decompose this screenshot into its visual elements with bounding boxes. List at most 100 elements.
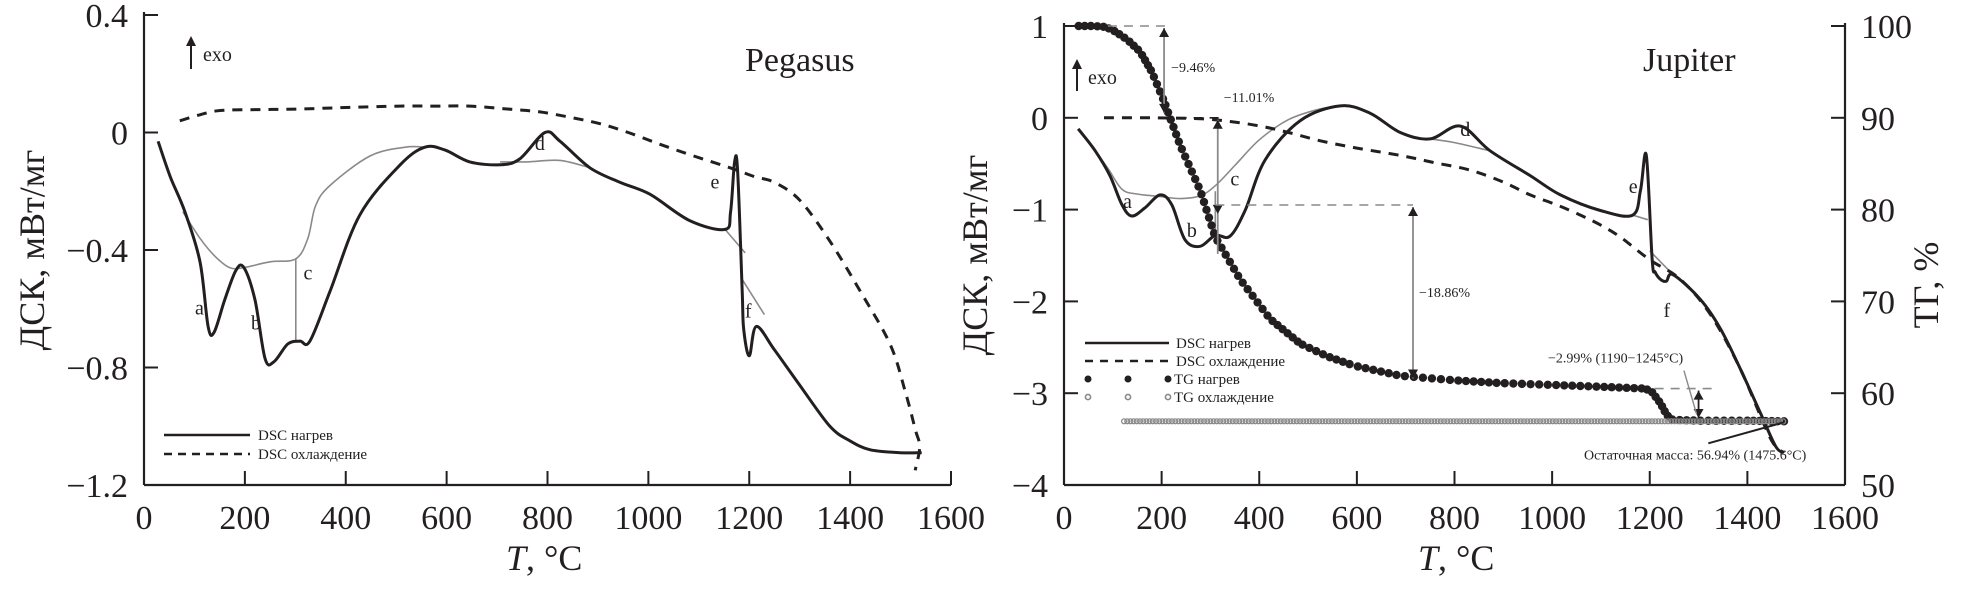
mass-loss-label-2-99: −2.99% (1190−1245°C) [1548,352,1684,367]
mass-loss-label-18-86: −18.86% [1419,286,1470,301]
pegasus-x-tick-label: 0 [136,500,153,537]
tg-cooling-point [1460,418,1467,425]
jupiter-peak-label-e: e [1629,176,1638,198]
arrowhead-up-icon [1212,119,1223,129]
tg-heating-point [1086,21,1096,31]
tg-cooling-point [1453,418,1460,425]
tg-heating-point [1477,377,1486,387]
tg-heating-point [1622,383,1631,393]
tg-cooling-point [1533,418,1540,425]
tg-cooling-point [1130,418,1137,425]
tg-cooling-point [1191,418,1198,425]
jupiter-y-tick-label: −3 [1012,376,1048,413]
jupiter-y2-tick-label: 70 [1861,284,1895,321]
tg-heating-point [1400,371,1410,381]
tg-cooling-point [1661,418,1668,425]
tg-cooling-point [1197,418,1204,425]
tg-cooling-point [1434,418,1441,425]
tg-cooling-point [1703,418,1710,425]
pegasus-panel-title: Pegasus [745,42,855,79]
jupiter-legend: DSC нагрев DSC охлаждение TG нагрев TG о… [1084,336,1285,406]
tg-cooling-point [1482,418,1489,425]
tg-heating-point [1484,378,1494,387]
pegasus-peak-label-e: e [711,171,720,193]
tg-cooling-point [1204,418,1211,425]
tg-cooling-point [1178,418,1185,425]
tg-heating-point [1204,213,1214,222]
tg-heating-point [1492,378,1501,388]
tg-cooling-point [1517,418,1524,425]
tg-heating-point [1190,174,1200,184]
tg-cooling-point [1136,418,1144,425]
tg-heating-point [1526,379,1535,389]
pegasus-x-tick-label: 600 [421,500,472,537]
tg-heating-point [1376,367,1386,376]
tg-cooling-point [1447,418,1454,425]
tg-cooling-point [1418,418,1425,425]
tg-heating-point [1599,382,1609,392]
tg-cooling-point [1588,418,1595,425]
tg-cooling-point [1706,418,1713,425]
tg-heating-point [1445,375,1455,385]
tg-cooling-point [1200,418,1208,425]
tg-cooling-point [1530,418,1537,425]
tg-heating-point [1221,250,1230,259]
jupiter-series-dsc-охлаждение [1103,116,1786,455]
tg-heating-point [1311,346,1321,356]
tg-cooling-point [1415,418,1422,425]
jupiter-y2-axis-title: ТГ, % [1906,242,1946,329]
jupiter-x-tick-label: 200 [1136,500,1187,537]
tg-cooling-point [1565,418,1572,425]
tg-cooling-point [1767,418,1774,425]
legend-swatch-filled-dot [1164,375,1172,383]
tg-cooling-point [1610,418,1617,425]
tg-cooling-point [1248,418,1256,425]
tg-cooling-point [1271,418,1278,425]
tg-cooling-point [1152,418,1160,425]
jupiter-y-tick-label: −1 [1012,193,1048,230]
pegasus-peak-label-a: a [195,298,204,320]
tg-cooling-point [1332,418,1339,425]
tg-cooling-point [1360,418,1368,425]
tg-cooling-point [1626,418,1633,425]
jupiter-panel: 0 200 400 600 800 1000 1200 1400 1600 1 0 −1 −2 −3 −4 1… [955,9,1946,578]
tg-cooling-point [1312,418,1320,425]
tg-heating-point [1584,382,1593,391]
tg-cooling-point [1578,418,1585,425]
tg-cooling-point [1488,418,1496,425]
tg-cooling-point [1220,418,1227,425]
tg-heating-point [1500,379,1509,388]
tg-cooling-point [1738,418,1745,425]
tg-heating-point [1592,382,1601,391]
tg-heating-point [1305,343,1314,353]
tg-heating-point [1187,167,1197,176]
tg-cooling-point [1687,418,1694,425]
tg-cooling-point [1367,418,1374,425]
tg-cooling-point [1268,418,1275,425]
tg-heating-point [1202,205,1211,215]
tg-cooling-point [1716,418,1723,425]
arrowhead-up-icon [1159,28,1170,37]
pegasus-x-tick-label: 1200 [715,500,783,537]
tg-cooling-point [1402,418,1409,425]
tg-heating-point [1318,350,1328,359]
tg-cooling-point [1527,418,1534,425]
tg-heating-point [1243,285,1252,294]
jupiter-y-tick-label: −2 [1012,284,1048,321]
pegasus-x-tick-label: 1400 [816,500,884,537]
pegasus-y-axis-title: ДСК, мВт/мг [12,150,52,351]
tg-cooling-point [1504,418,1512,425]
tg-heating-point [1263,311,1272,320]
tg-cooling-point [1700,418,1707,425]
tg-heating-point [1454,376,1463,385]
tg-cooling-point [1754,418,1761,425]
jupiter-annotations: −9.46% −11.01% −18.86% −2.99% (1190−1245°C)… [1107,25,1807,463]
tg-cooling-point [1255,418,1262,425]
tg-cooling-point [1709,418,1716,425]
pegasus-y-tick-label: 0 [111,116,128,153]
tg-cooling-point [1520,418,1528,425]
tg-heating-point [1155,87,1165,96]
tg-cooling-point [1405,418,1412,425]
arrowhead-down-icon [1212,204,1223,214]
tg-heating-point [1238,278,1247,287]
